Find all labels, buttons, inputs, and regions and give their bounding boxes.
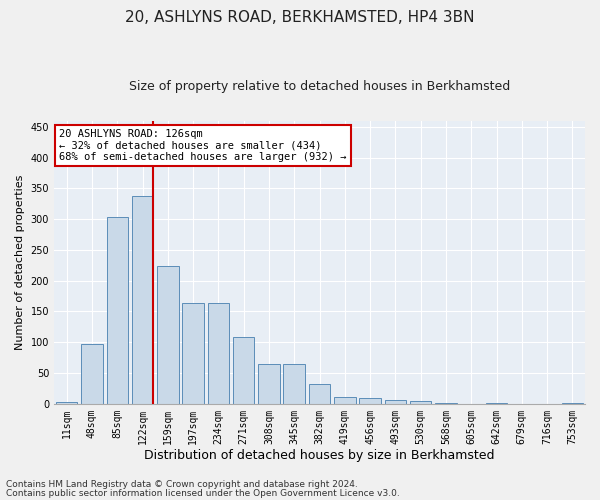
Text: 20, ASHLYNS ROAD, BERKHAMSTED, HP4 3BN: 20, ASHLYNS ROAD, BERKHAMSTED, HP4 3BN (125, 10, 475, 25)
Bar (385, 400, 406, 404)
Bar (410, 402, 431, 404)
Y-axis label: Number of detached properties: Number of detached properties (15, 174, 25, 350)
Bar (208, 303, 229, 404)
Bar (182, 303, 204, 404)
Bar (562, 403, 583, 404)
Bar (435, 403, 457, 404)
Bar (486, 403, 507, 404)
Bar (107, 217, 128, 404)
Bar (132, 196, 153, 404)
Bar (56, 402, 77, 404)
X-axis label: Distribution of detached houses by size in Berkhamsted: Distribution of detached houses by size … (144, 450, 495, 462)
Text: 20 ASHLYNS ROAD: 126sqm
← 32% of detached houses are smaller (434)
68% of semi-d: 20 ASHLYNS ROAD: 126sqm ← 32% of detache… (59, 129, 347, 162)
Title: Size of property relative to detached houses in Berkhamsted: Size of property relative to detached ho… (129, 80, 510, 93)
Bar (258, 364, 280, 404)
Bar (334, 397, 356, 404)
Bar (283, 364, 305, 404)
Bar (359, 398, 381, 404)
Bar (157, 266, 179, 404)
Bar (81, 344, 103, 404)
Bar (233, 338, 254, 404)
Text: Contains public sector information licensed under the Open Government Licence v3: Contains public sector information licen… (6, 488, 400, 498)
Bar (309, 384, 330, 404)
Text: Contains HM Land Registry data © Crown copyright and database right 2024.: Contains HM Land Registry data © Crown c… (6, 480, 358, 489)
